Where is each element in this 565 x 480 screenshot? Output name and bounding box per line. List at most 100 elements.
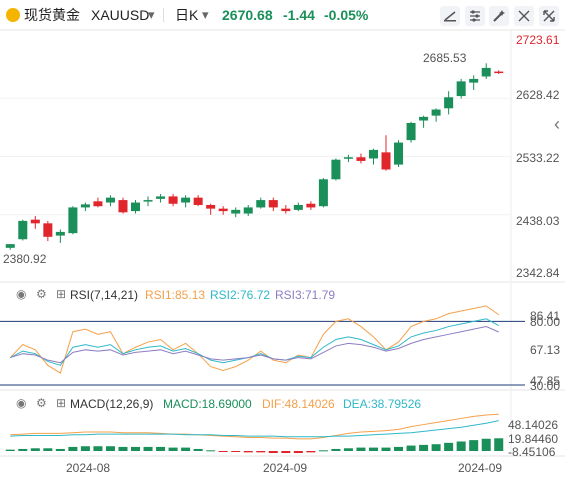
timeframe-dropdown-icon[interactable]: ▾ xyxy=(202,7,209,22)
macd-histogram-bar xyxy=(343,448,353,451)
rsi2-line xyxy=(10,318,499,366)
macd-histogram-bar xyxy=(419,444,429,451)
price-change-pct: -0.05% xyxy=(324,7,369,23)
candle-body xyxy=(168,196,178,204)
candle-body xyxy=(156,196,166,199)
candle-body xyxy=(118,200,128,213)
dea-value: DEA:38.79526 xyxy=(343,397,422,411)
timeframe-select[interactable]: 日K xyxy=(175,7,199,23)
rsi1-value: RSI1:85.13 xyxy=(145,288,206,302)
macd-value: MACD:18.69000 xyxy=(163,397,252,411)
symbol-code[interactable]: XAUUSD xyxy=(91,7,150,23)
macd-histogram-bar xyxy=(256,451,266,453)
candle-body xyxy=(368,149,378,159)
rsi3-line xyxy=(10,326,499,364)
draw-line-icon[interactable] xyxy=(440,6,460,26)
macd-histogram-bar xyxy=(356,447,366,451)
candle-body xyxy=(268,200,278,208)
symbol-name[interactable]: 现货黄金 xyxy=(24,7,80,23)
candle-body xyxy=(5,244,15,248)
macd-histogram-bar xyxy=(444,442,454,451)
candle-body xyxy=(469,78,479,83)
rsi-tick-3: 67.13 xyxy=(530,343,561,357)
candle-body xyxy=(431,109,441,116)
macd-histogram-bar xyxy=(431,444,441,451)
candle-body xyxy=(143,200,153,202)
rsi2-value: RSI2:76.72 xyxy=(210,288,271,302)
macd-histogram-bar xyxy=(281,451,291,454)
rsi-eye-icon[interactable]: ◉ xyxy=(16,287,27,301)
candle-body xyxy=(281,208,291,212)
high-marker: 2685.53 xyxy=(423,51,467,65)
candle-body xyxy=(394,142,404,165)
dif-line xyxy=(10,413,499,440)
x-tick-1: 2024-08 xyxy=(66,461,111,475)
macd-histogram-bar xyxy=(406,445,416,451)
macd-histogram-bar xyxy=(156,446,166,451)
candle-body xyxy=(231,209,241,214)
macd-histogram-bar xyxy=(243,451,253,453)
settings-icon[interactable] xyxy=(465,6,485,26)
dea-line xyxy=(10,420,499,438)
candle-body xyxy=(68,207,78,234)
macd-histogram-bar xyxy=(331,448,341,451)
candle-body xyxy=(105,197,115,203)
x-tick-3: 2024-09 xyxy=(458,461,503,475)
price-tick-1: 2723.61 xyxy=(516,33,560,47)
macd-eye-icon[interactable]: ◉ xyxy=(16,396,27,410)
candle-body xyxy=(193,197,203,205)
coin-icon xyxy=(6,8,20,22)
candle-body xyxy=(218,208,228,212)
candle-body xyxy=(206,204,216,209)
macd-histogram-bar xyxy=(18,448,28,451)
macd-histogram-bar xyxy=(293,451,303,454)
macd-histogram-bar xyxy=(143,446,153,451)
macd-histogram-bar xyxy=(394,446,404,451)
rsi-tick-5: 30.00 xyxy=(530,379,561,393)
macd-tick-2: 19.84460 xyxy=(508,432,559,446)
rsi-settings-icon[interactable]: ⚙ xyxy=(36,287,47,301)
candle-body xyxy=(331,159,341,180)
macd-histogram-bar xyxy=(231,451,241,452)
candle-body xyxy=(30,219,40,224)
candle-body xyxy=(181,197,191,203)
header-bar: 现货黄金 XAUUSD ▾ 日K ▾ 2670.68 -1.44 -0.05% xyxy=(0,0,565,30)
expand-icon[interactable] xyxy=(539,6,559,26)
divider xyxy=(163,8,164,22)
macd-menu-icon[interactable]: ⊞ xyxy=(56,396,67,410)
macd-histogram-bar xyxy=(368,447,378,451)
candle-body xyxy=(343,157,353,159)
price-tick-4: 2438.03 xyxy=(516,214,560,228)
collapse-icon[interactable] xyxy=(514,6,534,26)
candle-body xyxy=(80,204,90,208)
macd-title: MACD(12,26,9) xyxy=(70,397,154,411)
candle-body xyxy=(256,200,266,208)
symbol-dropdown-icon[interactable]: ▾ xyxy=(148,7,155,22)
price-tick-2: 2628.42 xyxy=(516,88,560,102)
magic-icon[interactable] xyxy=(489,6,509,26)
dif-value: DIF:48.14026 xyxy=(262,397,335,411)
macd-histogram-bar xyxy=(306,451,316,453)
price-change: -1.44 xyxy=(283,7,315,23)
macd-histogram-bar xyxy=(43,448,53,451)
macd-tick-1: 48.14026 xyxy=(508,418,559,432)
candle-body xyxy=(494,71,504,74)
macd-histogram-bar xyxy=(131,446,141,451)
candle-body xyxy=(406,122,416,141)
rsi-menu-icon[interactable]: ⊞ xyxy=(56,287,67,301)
rsi-tick-4: 47.85 xyxy=(530,374,561,388)
macd-histogram-bar xyxy=(481,438,491,451)
side-panel-toggle-icon[interactable]: ‹ xyxy=(554,114,560,134)
macd-histogram-bar xyxy=(105,446,115,451)
candle-body xyxy=(131,202,141,212)
candle-body xyxy=(381,152,391,170)
macd-histogram-bar xyxy=(469,440,479,451)
macd-histogram-bar xyxy=(168,447,178,451)
candle-body xyxy=(419,116,429,121)
candle-body xyxy=(481,67,491,77)
candle-body xyxy=(18,220,28,240)
candle-body xyxy=(293,204,303,210)
macd-settings-icon[interactable]: ⚙ xyxy=(36,396,47,410)
candle-body xyxy=(356,157,366,161)
